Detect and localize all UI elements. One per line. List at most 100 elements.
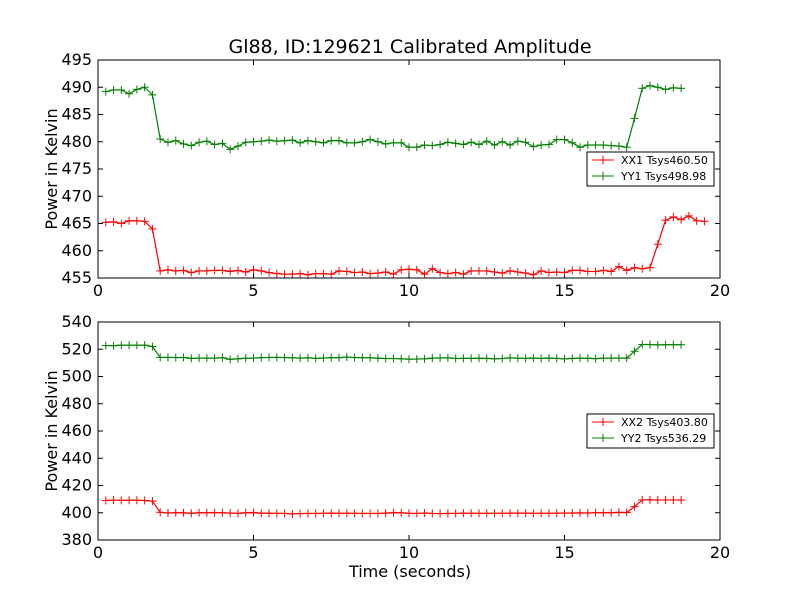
top-y-tick-label: 485 [61,105,92,124]
top-data-point [249,137,258,146]
bottom-data-point [148,342,157,351]
top-data-point [607,141,616,150]
bottom-data-point [513,509,522,518]
top-data-point [296,138,305,147]
bottom-data-point [428,354,437,363]
bottom-panel: Power in Kelvin Time (seconds) 0 5 10 15 20 3… [42,312,730,581]
bottom-data-point [335,509,344,518]
bottom-data-point [560,509,569,518]
bottom-x-tick-label: 15 [554,543,574,562]
top-x-tick-label: 10 [399,281,419,300]
top-data-point [171,266,180,275]
top-data-point [521,269,530,278]
top-data-point [583,267,592,276]
top-data-point [195,266,204,275]
bottom-data-point [226,509,235,518]
top-data-point [381,268,390,277]
top-data-point [210,266,219,275]
bottom-data-point [614,508,623,517]
bottom-data-point [443,509,452,518]
bottom-data-point [132,496,141,505]
top-data-point [521,138,530,147]
bottom-data-point [537,354,546,363]
bottom-data-point [490,354,499,363]
top-data-point [179,139,188,148]
bottom-data-point [583,509,592,518]
top-data-point [327,136,336,145]
bottom-data-point [443,353,452,362]
top-data-point [179,266,188,275]
top-data-point [319,269,328,278]
top-data-point [498,137,507,146]
top-data-point [257,266,266,275]
top-data-point [428,141,437,150]
top-data-point [148,224,157,233]
bottom-data-point [537,509,546,518]
bottom-data-point [233,509,242,518]
top-data-point [335,266,344,275]
top-data-point [482,137,491,146]
bottom-plot-lines [101,340,686,518]
bottom-data-point [474,354,483,363]
top-data-point [311,269,320,278]
top-plot-lines [101,81,709,279]
bottom-data-point [202,508,211,517]
top-data-point [335,136,344,145]
bottom-data-point [272,353,281,362]
top-data-point [537,141,546,150]
top-plot-frame [97,59,721,279]
bottom-data-point [622,354,631,363]
top-data-point [474,266,483,275]
bottom-data-point [125,496,134,505]
top-data-point [125,89,134,98]
top-data-point [513,268,522,277]
bottom-data-point [210,354,219,363]
bottom-data-point [607,508,616,517]
top-data-point [490,268,499,277]
top-data-point [132,216,141,225]
top-data-point [109,85,118,94]
x-axis-label: Time (seconds) [348,562,471,581]
bottom-data-point [614,354,623,363]
top-data-point [436,140,445,149]
bottom-data-point [140,496,149,505]
legend-label-yy2: YY2 Tsys536.29 [620,432,706,445]
bottom-data-point [288,509,297,518]
bottom-x-tick-label: 20 [710,543,730,562]
top-data-point [607,267,616,276]
bottom-data-point [171,353,180,362]
bottom-data-point [218,508,227,517]
bottom-data-point [389,354,398,363]
top-y-tick-label: 465 [61,214,92,233]
bottom-data-point [490,509,499,518]
bottom-data-point [498,509,507,518]
bottom-data-point [109,496,118,505]
top-data-point [342,267,351,276]
top-data-point [544,140,553,149]
bottom-data-point [296,354,305,363]
bottom-data-point [373,354,382,363]
bottom-data-point [280,353,289,362]
top-data-point [163,265,172,274]
top-data-point [467,266,476,275]
bottom-data-point [467,509,476,518]
top-data-point [272,137,281,146]
bottom-data-point [156,508,165,517]
top-data-point [140,217,149,226]
bottom-data-point [187,354,196,363]
bottom-data-point [607,354,616,363]
top-data-point [241,268,250,277]
top-data-point [412,265,421,274]
bottom-data-point [249,508,258,517]
top-data-point [630,263,639,272]
top-y-tick-label: 475 [61,159,92,178]
bottom-data-point [389,508,398,517]
bottom-data-point [552,354,561,363]
top-data-point [342,138,351,147]
bottom-data-point [451,509,460,518]
top-axis-ticks: 0 5 10 15 20 455 460 465 470 475 480 485 490 495 [61,50,730,300]
top-y-tick-label: 490 [61,77,92,96]
top-data-point [265,136,274,145]
top-data-point [187,268,196,277]
top-y-tick-label: 470 [61,186,92,205]
